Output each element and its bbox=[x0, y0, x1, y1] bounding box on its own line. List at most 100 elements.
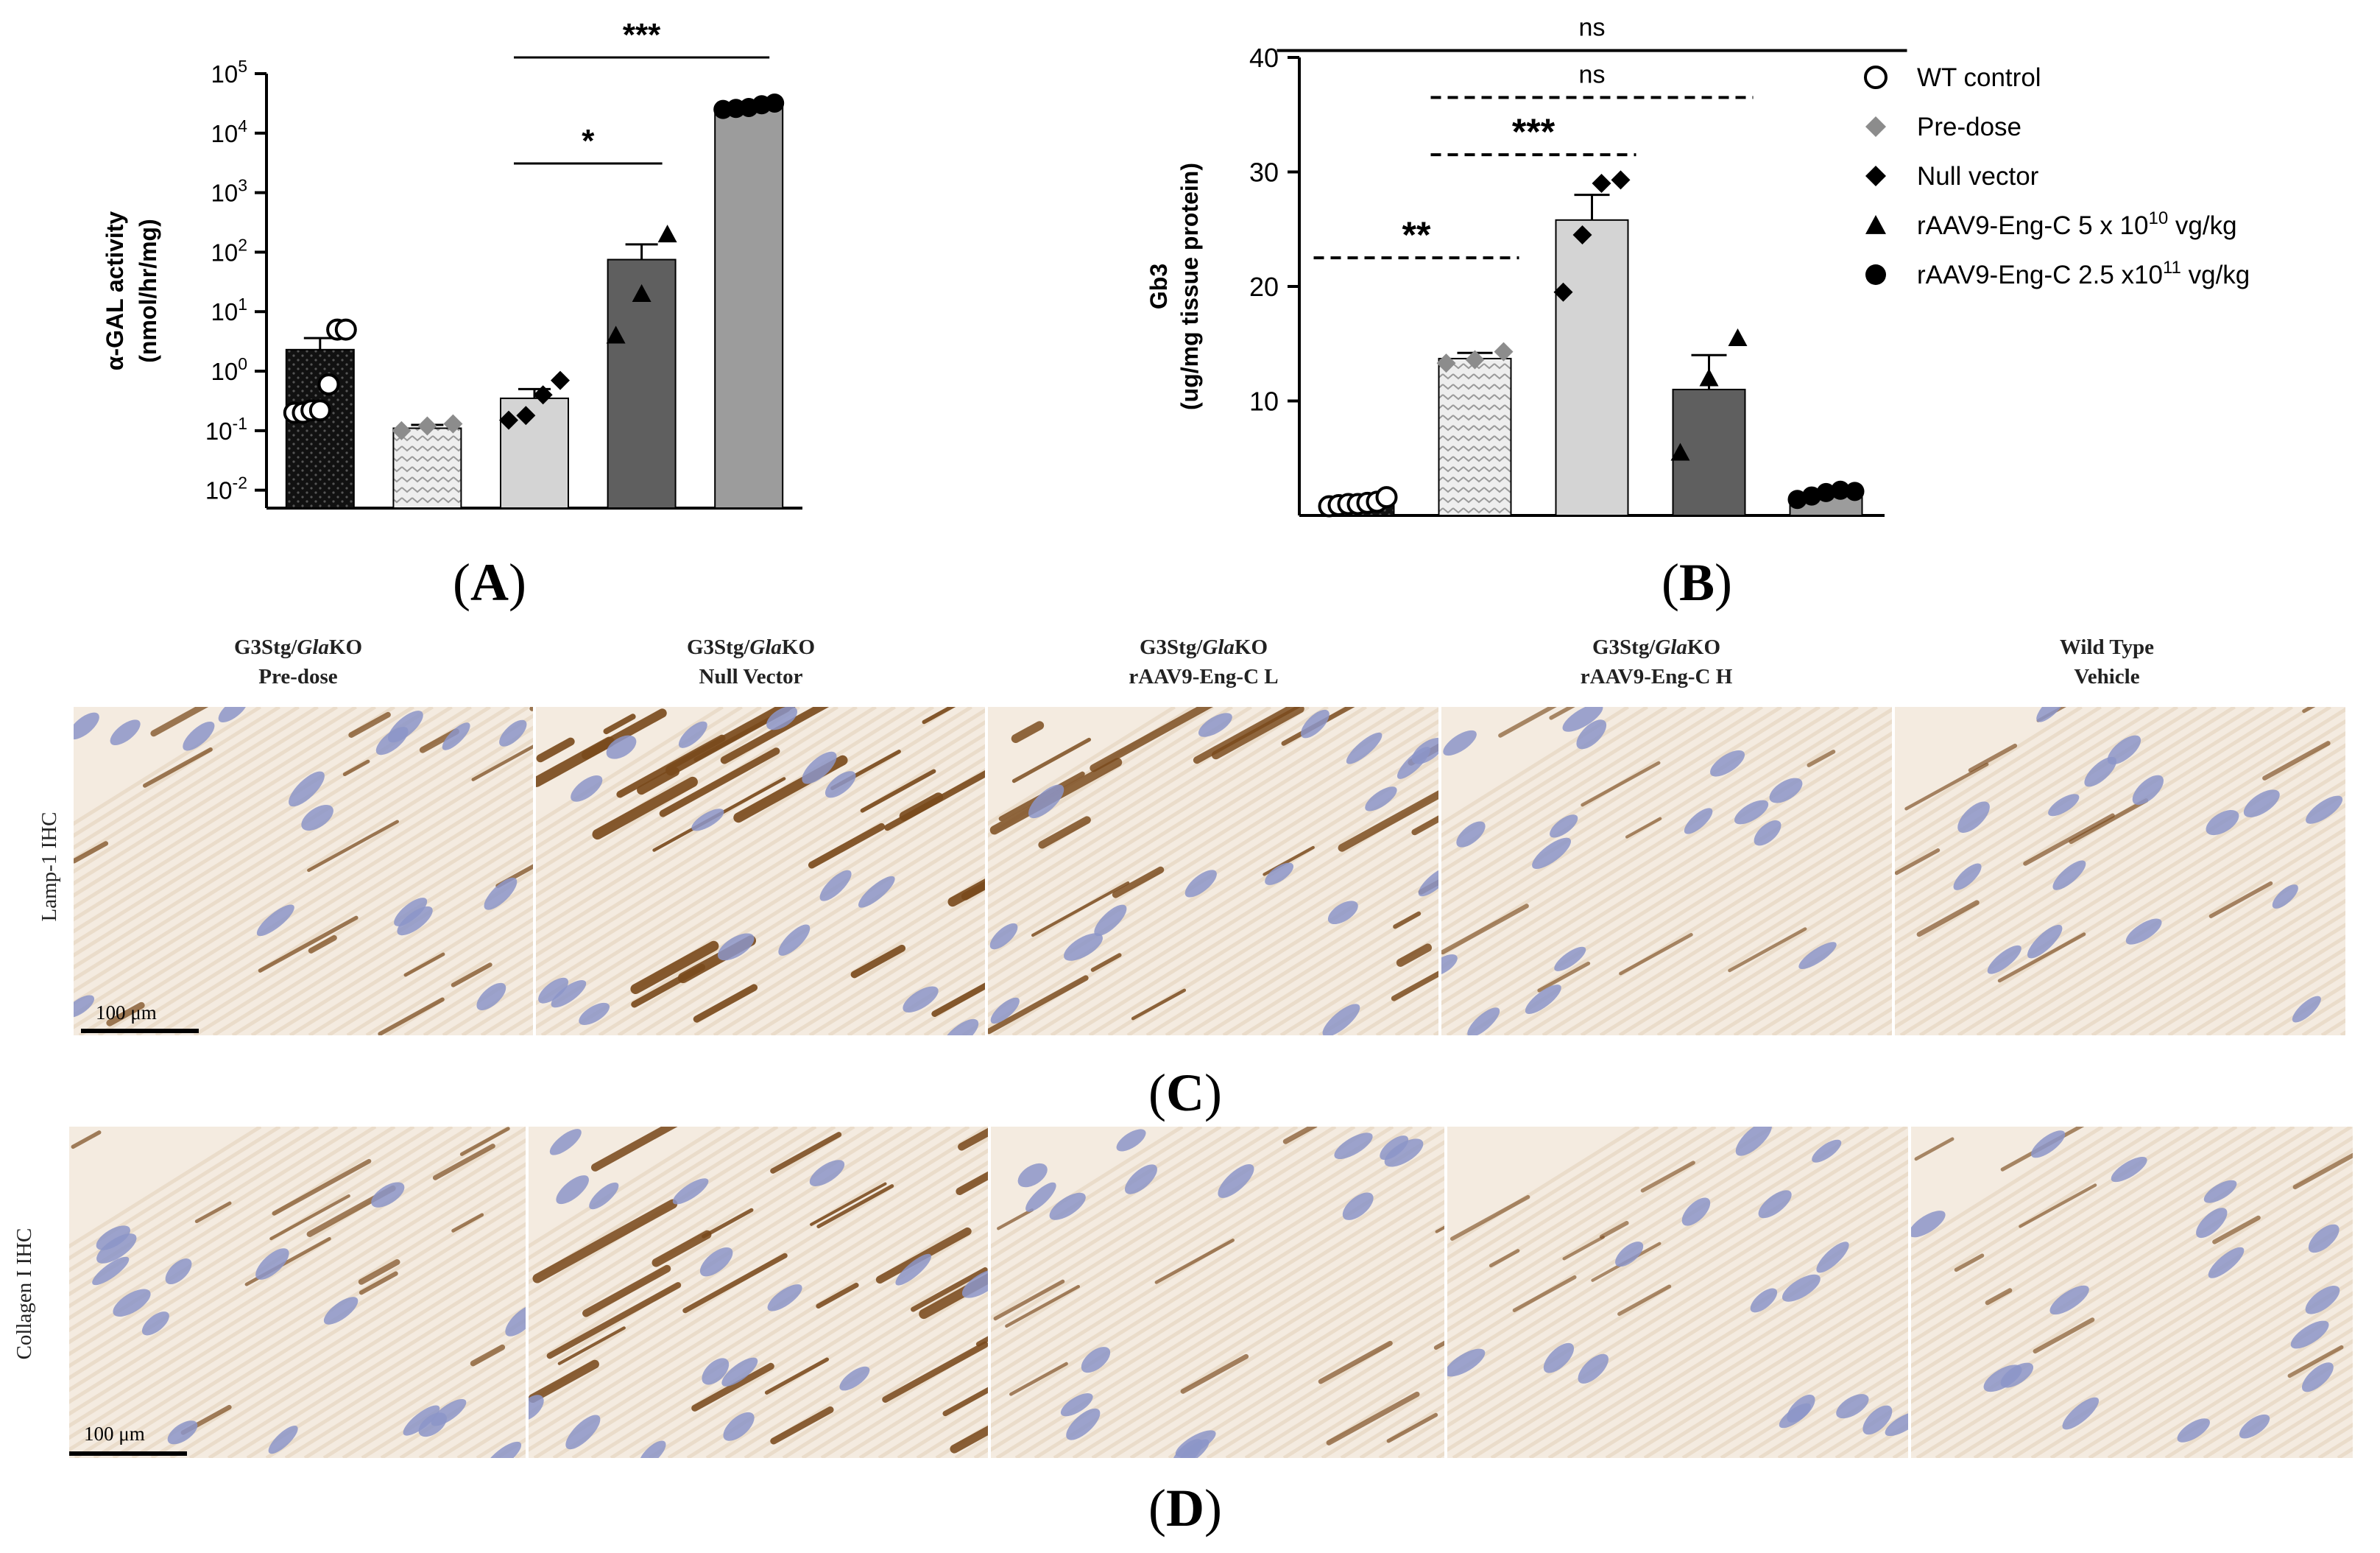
muscle-fiber bbox=[655, 828, 985, 1035]
muscle-fiber bbox=[1695, 910, 1892, 1035]
nucleus bbox=[549, 1129, 582, 1155]
nucleus bbox=[961, 1269, 988, 1298]
nucleus bbox=[858, 876, 895, 908]
muscle-fiber bbox=[327, 905, 533, 1035]
micrograph-image bbox=[74, 707, 533, 1035]
nucleus bbox=[1380, 1135, 1409, 1161]
muscle-fiber bbox=[1165, 862, 1438, 1035]
column-header-line1: G3Stg/GlaKO bbox=[687, 635, 815, 659]
muscle-fiber bbox=[74, 707, 510, 982]
muscle-fiber bbox=[69, 1127, 492, 1392]
muscle-fiber bbox=[2033, 839, 2345, 1035]
data-point bbox=[551, 370, 570, 390]
muscle-fiber bbox=[1895, 719, 2345, 1006]
micrograph-image bbox=[69, 1127, 526, 1458]
muscle-fiber bbox=[1260, 923, 1438, 1035]
nucleus bbox=[442, 722, 470, 750]
nucleus bbox=[778, 924, 811, 956]
legend-label: rAAV9-Eng-C 5 x 1010 vg/kg bbox=[1917, 208, 2237, 240]
muscle-fiber bbox=[991, 1127, 1394, 1381]
nucleus bbox=[1184, 870, 1217, 898]
nucleus bbox=[699, 1247, 733, 1277]
muscle-fiber bbox=[1168, 1283, 1444, 1458]
muscle-fiber bbox=[69, 1127, 526, 1416]
muscle-fiber bbox=[536, 707, 743, 838]
stain-deposit bbox=[1326, 1391, 1420, 1445]
muscle-fiber bbox=[1091, 1236, 1444, 1458]
muscle-fiber bbox=[1957, 791, 2345, 1035]
stain-deposit bbox=[106, 1001, 145, 1026]
muscle-fiber bbox=[1895, 707, 2102, 838]
data-point bbox=[1699, 368, 1719, 387]
stain-deposit bbox=[358, 1258, 400, 1285]
muscle-fiber bbox=[2164, 1339, 2353, 1458]
stain-deposit bbox=[764, 1357, 830, 1395]
stain-deposit bbox=[993, 1279, 1065, 1321]
data-point bbox=[417, 416, 437, 436]
stain-deposit bbox=[997, 1208, 1034, 1230]
muscle-fiber bbox=[208, 1258, 526, 1458]
nucleus bbox=[1346, 732, 1383, 764]
muscle-fiber bbox=[988, 707, 1176, 826]
stain-deposit bbox=[258, 915, 359, 973]
muscle-fiber bbox=[724, 1292, 988, 1458]
muscle-fiber bbox=[1050, 791, 1438, 1035]
muscle-fiber bbox=[1771, 958, 1892, 1035]
muscle-fiber bbox=[403, 953, 533, 1035]
muscle-fiber bbox=[866, 959, 985, 1035]
nucleus bbox=[1684, 808, 1713, 834]
micrograph-image bbox=[1441, 707, 1892, 1035]
nucleus bbox=[702, 1358, 730, 1385]
nucleus bbox=[394, 898, 428, 926]
stain-deposit bbox=[899, 792, 944, 821]
muscle-fiber bbox=[536, 707, 896, 934]
stain-deposit bbox=[956, 1171, 988, 1196]
data-point bbox=[1802, 486, 1821, 506]
muscle-fiber bbox=[1542, 814, 1892, 1035]
panel-label-d: (D) bbox=[1148, 1479, 1222, 1538]
data-point bbox=[657, 225, 677, 243]
y-tick-label: 20 bbox=[1249, 272, 1279, 302]
stain-deposit bbox=[1009, 1362, 1068, 1396]
nucleus bbox=[1342, 1192, 1374, 1220]
data-point bbox=[1592, 174, 1611, 194]
stain-deposit bbox=[74, 841, 109, 864]
stain-deposit bbox=[378, 997, 445, 1035]
stain-deposit bbox=[529, 1359, 599, 1403]
stain-deposit bbox=[942, 1387, 988, 1417]
stain-deposit bbox=[770, 1132, 842, 1174]
stain-deposit bbox=[931, 982, 985, 1017]
muscle-fiber bbox=[1447, 1127, 1659, 1261]
nucleus bbox=[1735, 1127, 1772, 1156]
muscle-fiber bbox=[1895, 707, 2140, 862]
muscle-fiber bbox=[1911, 1127, 2161, 1285]
scale-bar-label: 100 μm bbox=[96, 1001, 157, 1024]
nucleus bbox=[1198, 713, 1232, 737]
muscle-fiber bbox=[1895, 707, 2293, 958]
muscle-fiber bbox=[1656, 887, 1892, 1035]
muscle-fiber bbox=[69, 1127, 281, 1261]
muscle-fiber bbox=[1911, 1135, 2353, 1416]
stain-deposit bbox=[1193, 707, 1301, 764]
muscle-fiber bbox=[2072, 862, 2345, 1035]
muscle-fiber bbox=[2167, 923, 2345, 1035]
muscle-fiber bbox=[74, 707, 395, 910]
muscle-fiber bbox=[1302, 1367, 1444, 1458]
stain-deposit bbox=[2287, 1345, 2344, 1378]
nucleus bbox=[639, 1440, 666, 1458]
muscle-fiber bbox=[74, 707, 491, 970]
nucleus bbox=[301, 805, 333, 831]
stain-deposit bbox=[1391, 971, 1438, 1001]
stain-deposit bbox=[546, 1282, 682, 1359]
muscle-fiber bbox=[1911, 1127, 2181, 1297]
muscle-fiber bbox=[801, 1339, 988, 1458]
y-tick-label: 102 bbox=[211, 235, 247, 266]
stain-deposit bbox=[470, 1344, 506, 1367]
nucleus bbox=[551, 980, 587, 1008]
muscle-fiber bbox=[1447, 1147, 1908, 1440]
stain-deposit bbox=[1396, 943, 1433, 967]
muscle-fiber bbox=[2148, 910, 2345, 1035]
nucleus bbox=[678, 721, 707, 748]
nucleus bbox=[989, 923, 1018, 950]
muscle-fiber bbox=[423, 965, 533, 1035]
